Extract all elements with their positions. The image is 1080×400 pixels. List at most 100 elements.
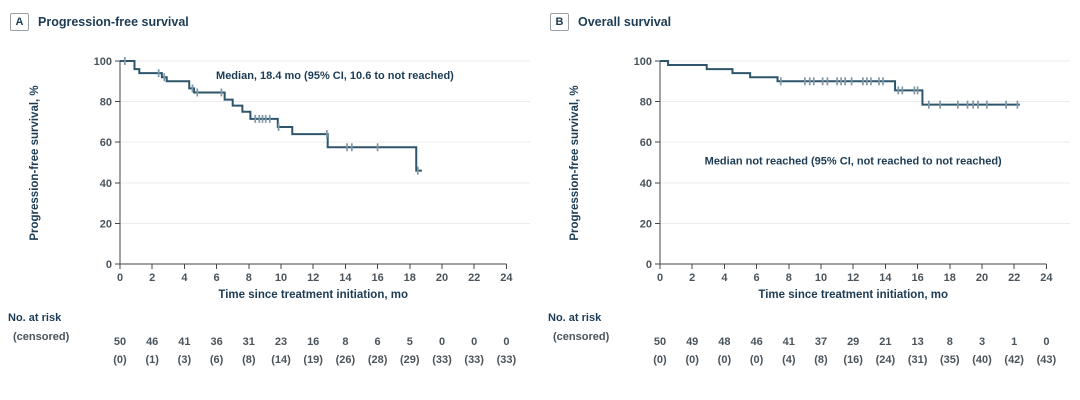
x-tick-label: 12 xyxy=(847,272,859,284)
at-risk-count: 13 xyxy=(911,336,923,348)
at-risk-count: 36 xyxy=(210,336,222,348)
censored-count: (16) xyxy=(843,354,863,366)
censored-count: (40) xyxy=(972,354,992,366)
censored-count: (0) xyxy=(653,354,667,366)
at-risk-count: 8 xyxy=(947,336,953,348)
at-risk-count: 0 xyxy=(1043,336,1049,348)
at-risk-count: 41 xyxy=(783,336,795,348)
at-risk-count: 3 xyxy=(979,336,985,348)
kaplan-meier-curve xyxy=(660,60,1020,106)
censored-count: (35) xyxy=(940,354,960,366)
y-tick-label: 100 xyxy=(94,56,112,68)
x-tick-label: 18 xyxy=(404,272,416,284)
at-risk-count: 21 xyxy=(879,336,891,348)
at-risk-count: 8 xyxy=(342,336,348,348)
at-risk-row: 50 49 48 46 41 37 29 21 13 8 3 1 0 xyxy=(654,336,1050,348)
censored-count: (31) xyxy=(908,354,928,366)
at-risk-count: 0 xyxy=(503,336,509,348)
panel-b-letter-badge: B xyxy=(550,13,569,31)
y-axis-label: Progression-free survival, % xyxy=(29,85,41,240)
censored-count: (4) xyxy=(782,354,796,366)
at-risk-count: 31 xyxy=(243,336,255,348)
panel-overall-survival: B Overall survival 0 20 40 60 80 100 0 2 4 6 8 10 12… xyxy=(540,0,1080,400)
at-risk-count: 50 xyxy=(654,336,666,348)
at-risk-count: 29 xyxy=(847,336,859,348)
at-risk-count: 0 xyxy=(471,336,477,348)
y-tick-label: 80 xyxy=(100,97,112,109)
x-tick-label: 8 xyxy=(246,272,252,284)
x-tick-label: 14 xyxy=(879,272,892,284)
at-risk-count: 23 xyxy=(275,336,287,348)
y-tick-label: 60 xyxy=(100,137,112,149)
x-tick-label: 4 xyxy=(181,272,188,284)
censored-count: (8) xyxy=(242,354,256,366)
at-risk-count: 16 xyxy=(307,336,319,348)
x-tick-label: 6 xyxy=(214,272,220,284)
x-tick-label: 2 xyxy=(689,272,695,284)
censored-row: (0) (1) (3) (6) (8) (14) (19) (26) (28) (29) (33) (… xyxy=(113,354,516,366)
y-axis-label: Progression-free survival, % xyxy=(569,85,581,240)
x-tick-label: 4 xyxy=(721,272,728,284)
y-tick-label: 0 xyxy=(106,259,112,271)
censored-count: (43) xyxy=(1037,354,1057,366)
censored-count: (14) xyxy=(271,354,291,366)
x-tick-label: 10 xyxy=(275,272,287,284)
censored-count: (28) xyxy=(368,354,388,366)
x-tick-label: 12 xyxy=(307,272,319,284)
at-risk-count: 1 xyxy=(1011,336,1017,348)
panel-progression-free-survival: A Progression-free survival 0 20 40 60 80 100… xyxy=(8,13,530,366)
x-tick-label: 10 xyxy=(815,272,827,284)
censored-count: (33) xyxy=(497,354,517,366)
panel-a-letter-badge: A xyxy=(10,13,29,31)
panel-b-header: B Overall survival xyxy=(550,13,671,31)
censored-count: (0) xyxy=(685,354,699,366)
x-tick-label: 24 xyxy=(1040,272,1053,284)
at-risk-count: 5 xyxy=(407,336,413,348)
censored-count: (6) xyxy=(210,354,224,366)
x-tick-label: 24 xyxy=(500,272,513,284)
censored-count: (0) xyxy=(113,354,127,366)
x-tick-label: 14 xyxy=(339,272,352,284)
y-tick-label: 40 xyxy=(100,178,112,190)
censored-count: (8) xyxy=(814,354,828,366)
y-tick-label: 100 xyxy=(634,56,652,68)
y-tick-label: 80 xyxy=(640,97,652,109)
x-tick-label: 20 xyxy=(436,272,448,284)
at-risk-count: 46 xyxy=(750,336,762,348)
panel-a-title: Progression-free survival xyxy=(38,15,189,29)
x-axis-label: Time since treatment initiation, mo xyxy=(218,289,408,301)
censored-count: (26) xyxy=(336,354,356,366)
censored-count: (29) xyxy=(400,354,420,366)
risk-table-censored-label-a: (censored) xyxy=(13,331,70,343)
x-tick-label: 2 xyxy=(149,272,155,284)
x-tick-label: 6 xyxy=(754,272,760,284)
censor-ticks xyxy=(123,57,419,175)
gridlines xyxy=(660,60,1070,224)
x-tick-label: 8 xyxy=(786,272,792,284)
y-tick-label: 20 xyxy=(640,218,652,230)
at-risk-count: 49 xyxy=(686,336,698,348)
x-tick-label: 22 xyxy=(1008,272,1020,284)
panel-b-title: Overall survival xyxy=(578,15,672,29)
censored-count: (42) xyxy=(1004,354,1024,366)
censored-count: (19) xyxy=(303,354,323,366)
risk-table-header-a: No. at risk xyxy=(8,312,62,324)
x-tick-label: 16 xyxy=(371,272,383,284)
censored-count: (0) xyxy=(718,354,732,366)
y-tick-label: 20 xyxy=(100,218,112,230)
at-risk-count: 41 xyxy=(178,336,190,348)
at-risk-row: 50 46 41 36 31 23 16 8 6 5 0 0 0 xyxy=(114,336,510,348)
at-risk-count: 46 xyxy=(146,336,158,348)
y-tick-label: 60 xyxy=(640,137,652,149)
censored-count: (0) xyxy=(750,354,764,366)
gridlines xyxy=(120,60,530,224)
censored-count: (33) xyxy=(432,354,452,366)
x-tick-label: 0 xyxy=(117,272,123,284)
x-tick-label: 0 xyxy=(657,272,663,284)
censored-count: (24) xyxy=(876,354,896,366)
at-risk-count: 37 xyxy=(815,336,827,348)
